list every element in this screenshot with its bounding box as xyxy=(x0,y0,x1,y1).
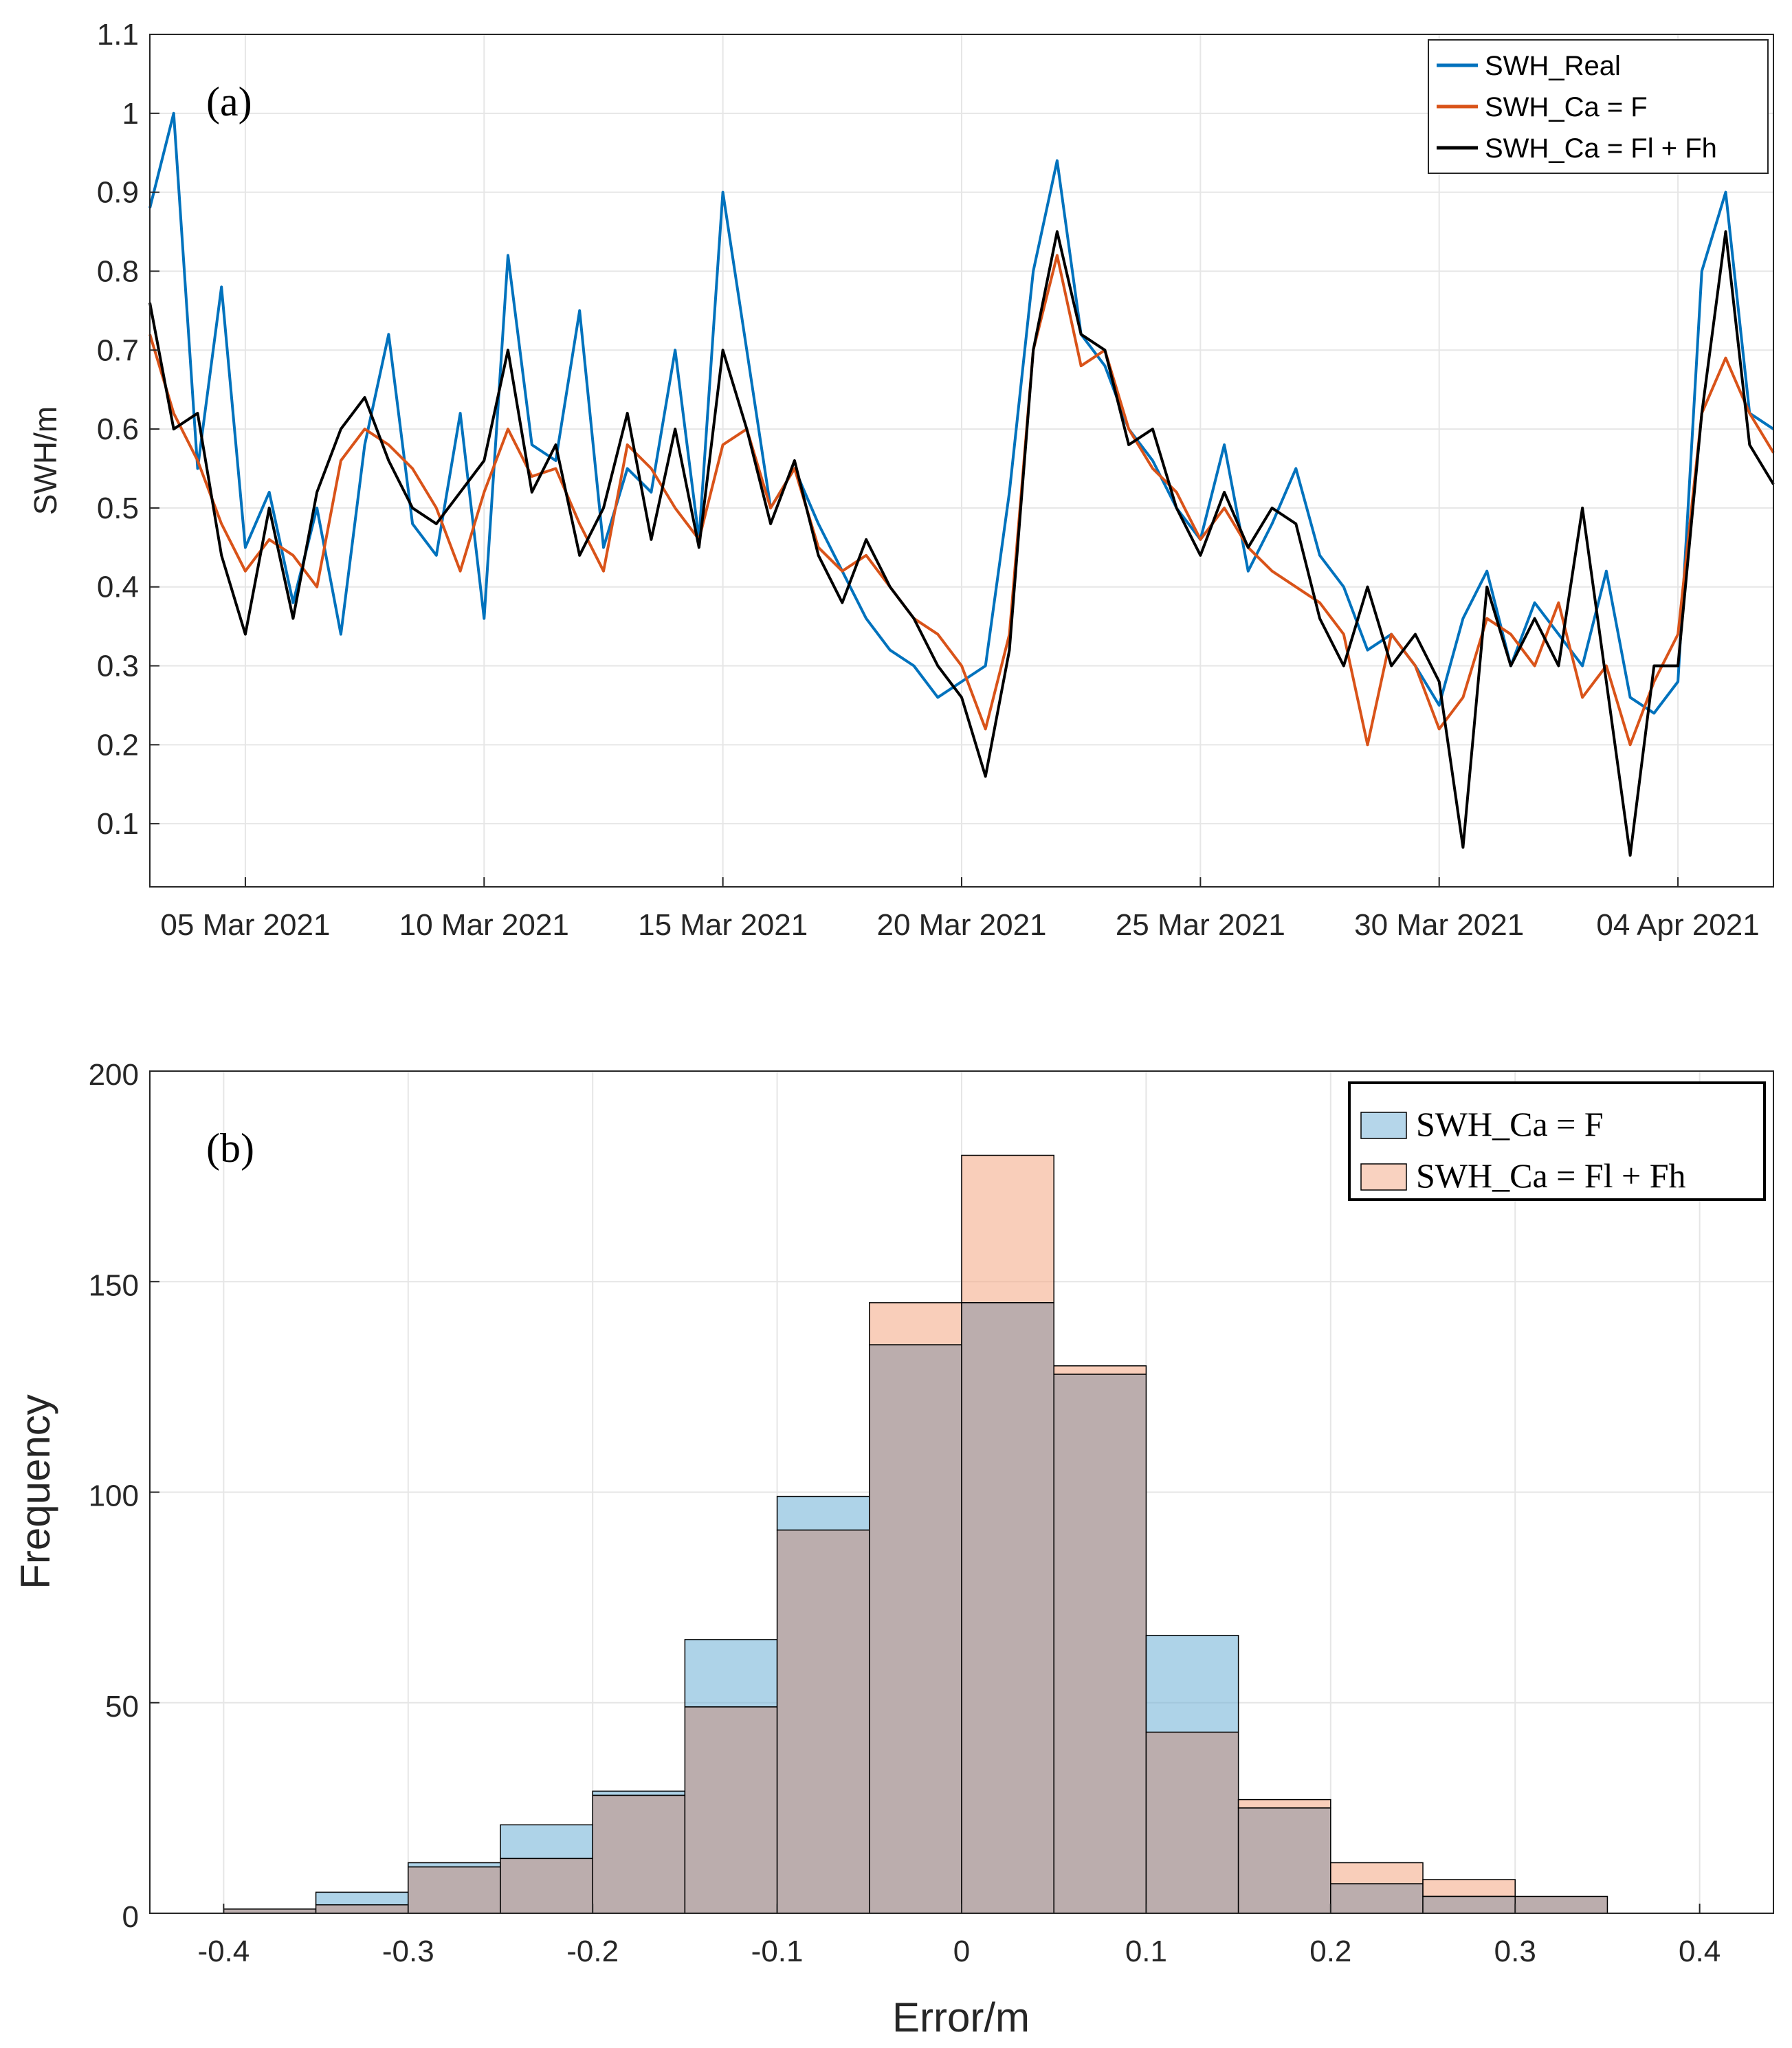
panel-b-legend: SWH_Ca = F SWH_Ca = Fl + Fh xyxy=(1348,1081,1766,1201)
legend-label-swh-real: SWH_Real xyxy=(1485,51,1621,81)
x-tick-label: -0.3 xyxy=(382,1935,434,1968)
series-line-swh-ca-fl-fh xyxy=(148,230,1775,857)
legend-swatch-swh-ca-fl-fh xyxy=(1360,1163,1407,1191)
panel-b-x-label: Error/m xyxy=(892,1994,1030,2040)
panel-a-series xyxy=(148,111,1775,857)
y-tick-label: 1.1 xyxy=(97,18,139,52)
bar-overlap xyxy=(1237,1807,1331,1914)
bar-swh-ca-fl-fh xyxy=(961,1154,1054,1303)
bar-swh-ca-f xyxy=(315,1891,409,1906)
bar-swh-ca-f xyxy=(1145,1635,1239,1733)
bar-overlap xyxy=(1330,1883,1424,1914)
bar-overlap xyxy=(1053,1374,1147,1914)
panel-b-legend-box xyxy=(1348,1081,1766,1201)
y-tick-label: 0.9 xyxy=(97,176,139,210)
y-tick-label: 150 xyxy=(89,1268,139,1302)
legend-label-swh-ca-f: SWH_Ca = F xyxy=(1485,92,1648,122)
legend-label-swh-ca-fl-fh: SWH_Ca = Fl + Fh xyxy=(1416,1156,1686,1195)
panel-a-y-label: SWH/m xyxy=(27,406,63,515)
panel-b-histogram: 0 50 100 150 200 -0.4 -0.3 -0.2 -0.1 0 0.1 0.2 0.3 0.… xyxy=(12,1058,1774,2040)
series-line-swh-ca-f xyxy=(148,254,1775,747)
panel-a-legend-box xyxy=(1428,39,1769,174)
bar-overlap xyxy=(592,1794,686,1914)
bar-overlap xyxy=(1422,1895,1516,1914)
panel-b-bars xyxy=(223,1154,1608,1914)
series-line-swh-real xyxy=(148,111,1775,715)
x-tick-label: 0.4 xyxy=(1679,1935,1721,1968)
bar-overlap xyxy=(1514,1895,1608,1914)
y-tick-label: 0.8 xyxy=(97,254,139,288)
bar-overlap xyxy=(776,1529,870,1914)
x-tick-label: 25 Mar 2021 xyxy=(1116,908,1285,942)
x-tick-label: -0.1 xyxy=(751,1935,804,1968)
panel-a-grid xyxy=(150,34,1773,887)
y-tick-label: 0.1 xyxy=(97,807,139,841)
bar-overlap xyxy=(684,1706,778,1914)
bar-swh-ca-fl-fh xyxy=(869,1302,962,1345)
y-tick-label: 50 xyxy=(105,1690,139,1724)
bar-swh-ca-f xyxy=(592,1790,686,1796)
y-tick-label: 0.5 xyxy=(97,492,139,525)
panel-b-y-label: Frequency xyxy=(12,1394,58,1589)
x-tick-label: 15 Mar 2021 xyxy=(638,908,808,942)
x-tick-label: 0.1 xyxy=(1125,1935,1167,1968)
x-tick-label: 30 Mar 2021 xyxy=(1354,908,1524,942)
bar-overlap xyxy=(1145,1731,1239,1914)
panel-a-ticks: 0.1 0.2 0.3 0.4 0.5 0.6 0.7 0.8 0.9 1 1.1 05 Mar 20… xyxy=(97,18,1760,942)
y-tick-label: 0.4 xyxy=(97,571,139,604)
bar-swh-ca-f xyxy=(776,1495,870,1531)
x-tick-label: -0.4 xyxy=(197,1935,250,1968)
y-tick-label: 200 xyxy=(89,1058,139,1092)
bar-overlap xyxy=(408,1866,501,1914)
bar-swh-ca-fl-fh xyxy=(1237,1798,1331,1809)
y-tick-label: 0.6 xyxy=(97,412,139,446)
x-tick-label: 0 xyxy=(953,1935,970,1968)
x-tick-label: -0.2 xyxy=(566,1935,619,1968)
x-tick-label: 04 Apr 2021 xyxy=(1596,908,1759,942)
x-tick-label: 0.2 xyxy=(1309,1935,1351,1968)
legend-label-swh-ca-f: SWH_Ca = F xyxy=(1416,1105,1604,1143)
y-tick-label: 0.7 xyxy=(97,333,139,367)
bar-overlap xyxy=(500,1858,593,1914)
x-tick-label: 20 Mar 2021 xyxy=(876,908,1046,942)
bar-swh-ca-fl-fh xyxy=(1053,1365,1147,1375)
x-tick-label: 0.3 xyxy=(1494,1935,1536,1968)
panel-b-label: (b) xyxy=(206,1125,254,1171)
bar-swh-ca-f xyxy=(408,1862,501,1868)
panel-a-label: (a) xyxy=(206,79,252,124)
panel-b-ticks: 0 50 100 150 200 -0.4 -0.3 -0.2 -0.1 0 0.1 0.2 0.3 0.… xyxy=(89,1058,1721,1968)
y-tick-label: 0.2 xyxy=(97,728,139,762)
y-tick-label: 1 xyxy=(122,97,139,131)
y-tick-label: 0.3 xyxy=(97,650,139,683)
bar-overlap xyxy=(315,1904,409,1914)
bar-overlap xyxy=(869,1344,962,1914)
y-tick-label: 100 xyxy=(89,1479,139,1513)
x-tick-label: 10 Mar 2021 xyxy=(399,908,569,942)
bar-swh-ca-f xyxy=(500,1824,593,1860)
legend-swatch-swh-ca-f xyxy=(1360,1112,1407,1139)
panel-a-timeseries: 0.1 0.2 0.3 0.4 0.5 0.6 0.7 0.8 0.9 1 1.1 05 Mar 20… xyxy=(27,18,1775,942)
x-tick-label: 05 Mar 2021 xyxy=(160,908,330,942)
bar-swh-ca-fl-fh xyxy=(1330,1862,1424,1884)
legend-label-swh-ca-fl-fh: SWH_Ca = Fl + Fh xyxy=(1485,133,1717,164)
bar-swh-ca-fl-fh xyxy=(1422,1879,1516,1897)
bar-swh-ca-f xyxy=(684,1639,778,1708)
bar-overlap xyxy=(961,1302,1054,1914)
panel-a-legend: SWH_Real SWH_Ca = F SWH_Ca = Fl + Fh xyxy=(1428,39,1769,174)
y-tick-label: 0 xyxy=(122,1900,139,1934)
